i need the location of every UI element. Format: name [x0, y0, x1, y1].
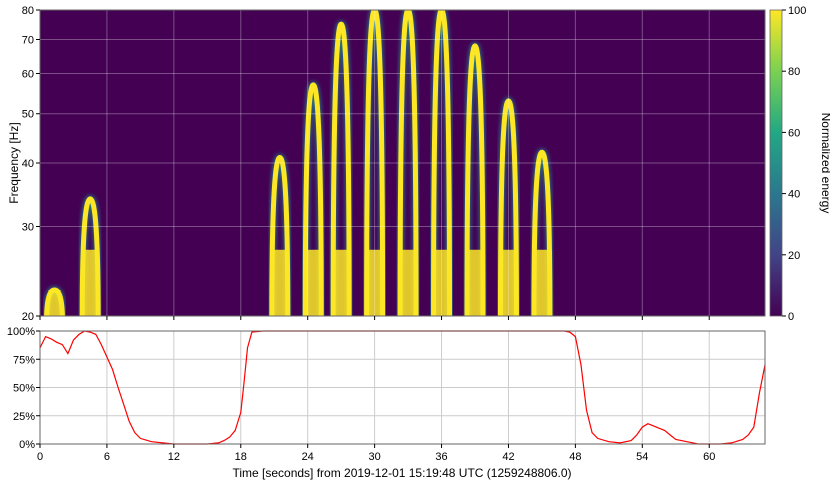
colorbar-gradient: [769, 9, 783, 317]
time-tick-label: 54: [636, 451, 648, 463]
time-axis-label: Time [seconds] from 2019-12-01 15:19:48 …: [232, 466, 571, 480]
frequency-tick-label: 50: [22, 109, 34, 121]
time-tick-label: 36: [435, 451, 447, 463]
colorbar: 0 20 40 60 80 100 Normalized energy: [769, 5, 830, 323]
colorbar-tick-label: 60: [788, 127, 800, 139]
arch: [397, 10, 419, 316]
arch: [79, 196, 101, 316]
frequency-tick-label: 30: [22, 222, 34, 234]
arch-low-band: [307, 249, 320, 316]
line-panel: 0% 25% 50% 75% 100% 0 6 12 18 24 30 36 42 48 54 60 Tim…: [7, 326, 766, 480]
time-tick-label: 12: [168, 451, 180, 463]
frequency-tick-label: 70: [22, 34, 34, 46]
time-tick-label: 30: [368, 451, 380, 463]
colorbar-label: Normalized energy: [819, 113, 830, 214]
arch-low-band: [502, 249, 515, 316]
arch: [464, 43, 486, 316]
arch-low-band: [48, 290, 61, 316]
percentage-tick-label: 0%: [19, 439, 35, 451]
arch-low-band: [368, 249, 381, 316]
colorbar-ticks: 0 20 40 60 80 100: [782, 5, 806, 323]
arch-low-band: [535, 249, 548, 316]
frequency-tick-label: 20: [22, 311, 34, 323]
arch-low-band: [402, 249, 415, 316]
frequency-tick-label: 60: [22, 69, 34, 81]
percentage-tick-label: 25%: [13, 411, 35, 423]
frequency-ticks: 20 30 40 50 60 70 80: [22, 5, 710, 323]
arch: [497, 98, 519, 316]
arch-low-band: [84, 249, 97, 316]
arch: [364, 10, 386, 316]
frequency-tick-label: 80: [22, 5, 34, 17]
arch: [269, 155, 291, 316]
frequency-tick-label: 40: [22, 158, 34, 170]
frequency-axis-label: Frequency [Hz]: [7, 122, 21, 203]
spectrogram-panel: 20 30 40 50 60 70 80 Frequency [Hz]: [7, 5, 766, 323]
colorbar-tick-label: 0: [788, 311, 794, 323]
percentage-tick-label: 75%: [13, 354, 35, 366]
colorbar-tick-label: 80: [788, 66, 800, 78]
arch: [44, 287, 65, 316]
time-ticks: 0 6 12 18 24 30 36 42 48 54 60: [37, 444, 715, 463]
percentage-tick-label: 50%: [13, 383, 35, 395]
arch-low-band: [435, 249, 448, 316]
percentage-tick-label: 100%: [7, 326, 35, 338]
colorbar-tick-label: 100: [788, 5, 806, 17]
time-tick-label: 48: [569, 451, 581, 463]
arch-low-band: [469, 249, 481, 316]
arch: [431, 10, 453, 316]
spectrogram-arches: [43, 10, 554, 316]
colorbar-tick-label: 40: [788, 189, 800, 201]
time-tick-label: 24: [302, 451, 314, 463]
arch-low-band: [335, 249, 348, 316]
arch: [531, 149, 553, 316]
time-tick-label: 42: [502, 451, 514, 463]
time-tick-label: 60: [703, 451, 715, 463]
percentage-ticks: 0% 25% 50% 75% 100%: [7, 326, 40, 451]
arch-low-band: [273, 249, 286, 316]
time-tick-label: 18: [235, 451, 247, 463]
arch: [302, 82, 324, 316]
percentage-line: [39, 330, 766, 445]
arch: [330, 21, 352, 316]
colorbar-tick-label: 20: [788, 250, 800, 262]
time-tick-label: 0: [37, 451, 43, 463]
spectrogram-grid: [39, 9, 765, 317]
time-tick-label: 6: [104, 451, 110, 463]
